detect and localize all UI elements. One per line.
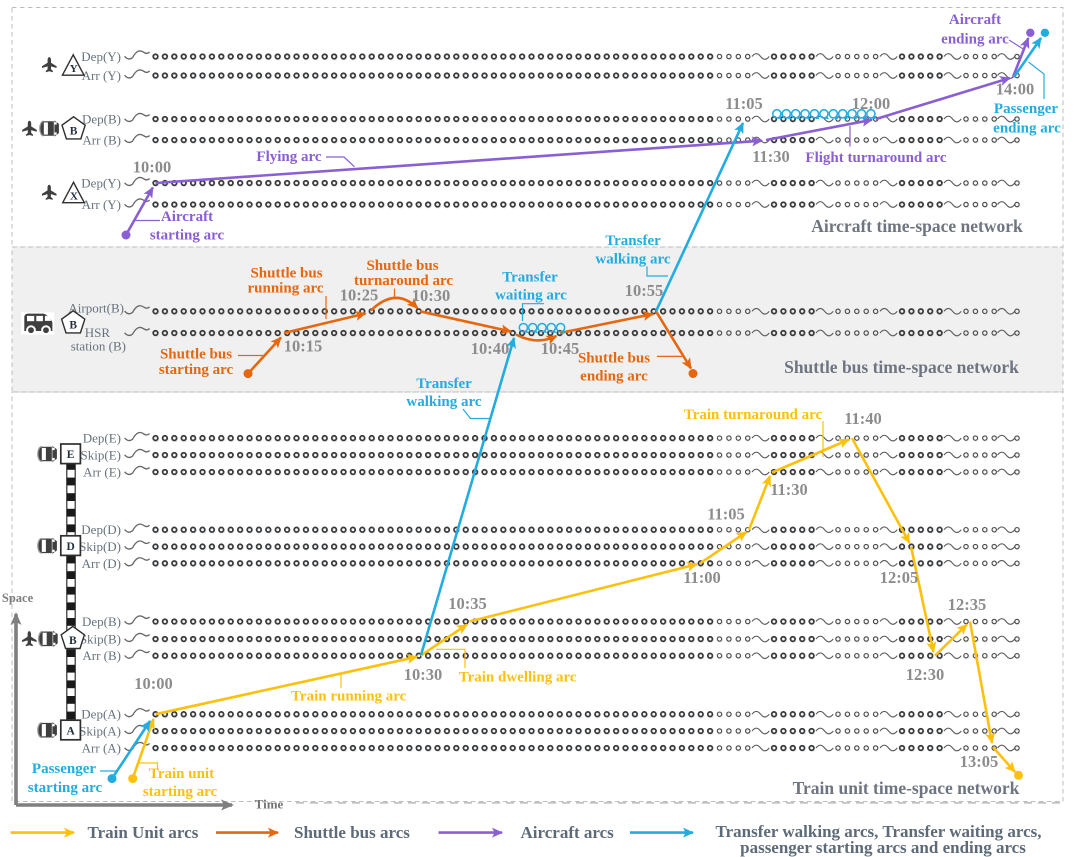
svg-text:Aircraft time-space network: Aircraft time-space network [811,216,1023,236]
svg-text:Train unit time-space network: Train unit time-space network [793,778,1020,798]
svg-text:Aircraft: Aircraft [949,12,1001,28]
svg-text:Dep(B): Dep(B) [82,112,121,127]
svg-text:Aircraft arcs: Aircraft arcs [521,823,615,842]
svg-text:Arr (B): Arr (B) [82,648,121,663]
svg-text:Dep(E): Dep(E) [83,431,121,446]
svg-text:11:05: 11:05 [725,94,763,113]
svg-text:10:00: 10:00 [134,674,173,693]
svg-text:Passenger: Passenger [32,761,96,777]
svg-text:Transfer: Transfer [605,233,661,249]
svg-text:Skip(B): Skip(B) [80,632,121,647]
svg-text:Y: Y [70,63,78,75]
svg-text:starting arc: starting arc [28,780,103,796]
svg-text:Arr (Y): Arr (Y) [82,197,121,212]
svg-text:walking arc: walking arc [406,394,481,410]
svg-text:turnaround arc: turnaround arc [354,273,453,289]
svg-text:Arr (D): Arr (D) [82,556,121,571]
svg-text:Shuttle bus: Shuttle bus [250,266,322,282]
svg-text:Shuttle bus time-space network: Shuttle bus time-space network [784,357,1019,377]
svg-text:ending arc: ending arc [580,368,648,384]
svg-text:starting arc: starting arc [143,784,218,800]
svg-text:Dep(A): Dep(A) [81,707,121,722]
svg-text:11:30: 11:30 [770,480,808,499]
svg-text:Transfer: Transfer [416,376,472,392]
svg-text:Dep(Y): Dep(Y) [81,49,121,64]
svg-text:10:45: 10:45 [541,339,580,358]
svg-text:starting arc: starting arc [150,228,225,244]
svg-text:Arr (B): Arr (B) [82,133,121,148]
svg-text:waiting arc: waiting arc [495,288,567,304]
svg-text:Passenger: Passenger [994,101,1058,117]
svg-text:Flight turnaround arc: Flight turnaround arc [805,150,946,166]
svg-text:B: B [69,635,77,647]
svg-text:B: B [69,319,77,331]
svg-text:Time: Time [255,797,284,812]
svg-text:12:35: 12:35 [948,595,987,614]
svg-text:Flying arc: Flying arc [256,149,321,165]
svg-text:10:00: 10:00 [133,158,172,177]
svg-text:Shuttle bus arcs: Shuttle bus arcs [294,823,410,842]
svg-text:HSR: HSR [85,325,111,340]
svg-text:Dep(B): Dep(B) [82,614,121,629]
svg-text:11:00: 11:00 [683,568,721,587]
svg-text:12:00: 12:00 [852,94,891,113]
svg-text:Aircraft: Aircraft [161,209,213,225]
svg-text:10:15: 10:15 [284,337,323,356]
svg-text:ending arc: ending arc [993,121,1061,137]
svg-text:14:00: 14:00 [996,80,1035,99]
svg-text:11:30: 11:30 [752,147,790,166]
svg-text:Skip(A): Skip(A) [79,724,121,739]
svg-text:Train running arc: Train running arc [291,688,407,704]
svg-text:Dep(Y): Dep(Y) [81,176,121,191]
svg-text:Train turnaround arc: Train turnaround arc [684,407,823,423]
svg-text:Shuttle bus: Shuttle bus [160,347,232,363]
svg-text:passenger starting arcs and en: passenger starting arcs and ending arcs [740,838,1026,857]
svg-text:D: D [66,541,74,553]
svg-text:Shuttle bus: Shuttle bus [366,258,438,274]
svg-text:Arr (E): Arr (E) [83,465,121,480]
svg-text:X: X [70,191,78,203]
svg-text:13:05: 13:05 [960,752,999,771]
svg-text:Train dwelling arc: Train dwelling arc [459,669,577,685]
svg-text:10:30: 10:30 [412,286,451,305]
svg-text:11:40: 11:40 [844,409,882,428]
svg-text:Space: Space [2,591,34,605]
svg-text:Transfer: Transfer [502,270,558,286]
svg-text:walking arc: walking arc [595,252,670,268]
svg-text:10:40: 10:40 [471,339,510,358]
svg-text:starting arc: starting arc [159,362,234,378]
svg-text:Transfer walking arcs, Transfe: Transfer walking arcs, Transfer waiting … [716,822,1042,841]
svg-text:Train Unit arcs: Train Unit arcs [88,823,199,842]
svg-text:ending arc: ending arc [941,32,1009,48]
svg-text:Shuttle bus: Shuttle bus [578,351,650,367]
svg-text:B: B [70,125,78,137]
svg-text:Dep(D): Dep(D) [81,522,121,537]
svg-text:station (B): station (B) [71,339,126,354]
svg-text:Arr (A): Arr (A) [82,741,121,756]
svg-text:10:35: 10:35 [448,594,487,613]
svg-text:Skip(E): Skip(E) [81,448,121,463]
svg-text:Arr (Y): Arr (Y) [82,68,121,83]
svg-text:running arc: running arc [248,281,324,297]
svg-text:E: E [67,449,75,461]
svg-text:Airport(B): Airport(B) [68,301,124,316]
svg-text:11:05: 11:05 [707,505,745,524]
svg-text:10:25: 10:25 [340,286,379,305]
svg-text:12:30: 12:30 [906,665,945,684]
svg-text:10:55: 10:55 [625,281,664,300]
svg-text:10:30: 10:30 [404,665,443,684]
svg-text:12:05: 12:05 [880,568,919,587]
svg-text:Skip(D): Skip(D) [79,539,121,554]
svg-text:Train unit: Train unit [149,766,214,782]
svg-text:A: A [66,725,75,737]
